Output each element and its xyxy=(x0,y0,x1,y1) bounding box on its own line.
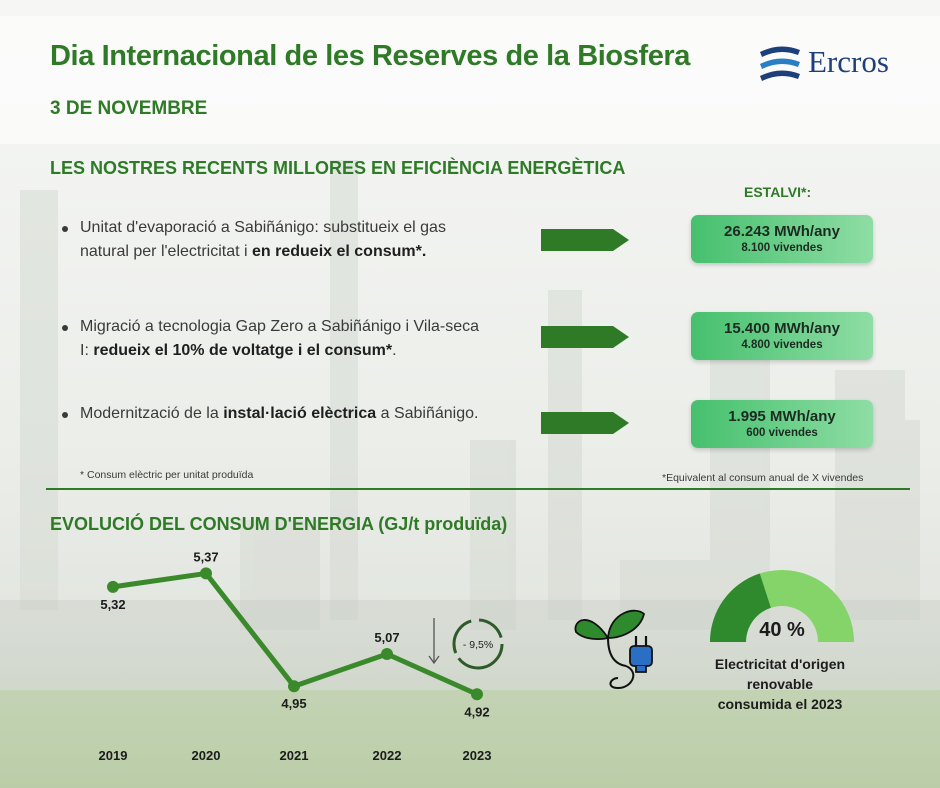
section-divider xyxy=(46,488,910,490)
renewable-percent: 40 % xyxy=(759,619,805,641)
renewable-caption: Electricitat d'origen renovable consumid… xyxy=(700,654,860,714)
eco-plug-icon xyxy=(574,609,653,690)
data-point xyxy=(381,647,393,660)
data-point xyxy=(200,567,212,580)
saving-homes: 600 vivendes xyxy=(746,427,818,439)
bullet-dot xyxy=(62,226,68,232)
improvement-item-1: Unitat d'evaporació a Sabiñánigo: substi… xyxy=(62,216,482,264)
renewable-caption-line: Electricitat d'origen xyxy=(714,656,846,672)
reduction-text: - 9,5% xyxy=(463,639,493,651)
renewable-gauge xyxy=(710,570,854,642)
saving-value: 1.995 MWh/any xyxy=(728,408,836,425)
saving-box-1: 26.243 MWh/any 8.100 vivendes xyxy=(691,215,873,263)
data-label: 4,92 xyxy=(464,704,489,719)
savings-label: ESTALVI*: xyxy=(744,184,812,200)
bullet-dot xyxy=(62,412,68,418)
improvement-item-2: Migració a tecnologia Gap Zero a Sabiñán… xyxy=(62,315,482,363)
footnote-homes: *Equivalent al consum anual de X vivende… xyxy=(662,472,864,484)
date-subtitle: 3 DE NOVEMBRE xyxy=(50,98,208,119)
data-point xyxy=(471,688,483,701)
saving-homes: 8.100 vivendes xyxy=(741,242,823,254)
saving-value: 26.243 MWh/any xyxy=(724,223,840,240)
data-label: 5,32 xyxy=(100,597,125,612)
logo-text: Ercros xyxy=(808,44,889,79)
data-label: 4,95 xyxy=(281,696,306,711)
arrow-right-icon xyxy=(541,229,629,251)
reduction-badge: - 9,5% xyxy=(428,618,504,670)
improvement-text: Migració a tecnologia Gap Zero a Sabiñán… xyxy=(80,318,480,359)
efficiency-heading: LES NOSTRES RECENTS MILLORES EN EFICIÈNC… xyxy=(50,158,626,178)
improvement-text: Unitat d'evaporació a Sabiñánigo: substi… xyxy=(80,219,446,260)
x-tick-label: 2020 xyxy=(192,748,221,763)
footnote-consumption: * Consum elèctric per unitat produïda xyxy=(80,469,254,481)
improvement-text: Modernització de la instal·lació elèctri… xyxy=(80,405,479,422)
saving-value: 15.400 MWh/any xyxy=(724,320,840,337)
renewable-caption-line: renovable xyxy=(746,676,814,692)
ercros-logo: Ercros xyxy=(758,40,908,88)
x-tick-label: 2023 xyxy=(463,748,492,763)
bullet-dot xyxy=(62,325,68,331)
data-label: 5,37 xyxy=(193,549,218,564)
x-tick-label: 2019 xyxy=(99,748,128,763)
improvement-item-3: Modernització de la instal·lació elèctri… xyxy=(62,402,482,426)
arrow-right-icon xyxy=(541,326,629,348)
data-point xyxy=(107,580,119,593)
data-label: 5,07 xyxy=(374,630,399,645)
saving-box-2: 15.400 MWh/any 4.800 vivendes xyxy=(691,312,873,360)
gauge-filled-arc xyxy=(710,573,771,642)
renewable-caption-line: consumida el 2023 xyxy=(717,696,843,712)
x-tick-label: 2021 xyxy=(280,748,309,763)
arrow-right-icon xyxy=(541,412,629,434)
x-tick-label: 2022 xyxy=(373,748,402,763)
saving-homes: 4.800 vivendes xyxy=(741,339,823,351)
ercros-logo-icon xyxy=(760,46,800,81)
badge-circle xyxy=(452,618,504,670)
saving-box-3: 1.995 MWh/any 600 vivendes xyxy=(691,400,873,448)
page-title: Dia Internacional de les Reserves de la … xyxy=(50,40,691,72)
data-point xyxy=(288,680,300,693)
energy-heading: EVOLUCIÓ DEL CONSUM D'ENERGIA (GJ/t prod… xyxy=(50,514,508,534)
down-arrow-head xyxy=(428,655,440,665)
series-line xyxy=(112,570,479,697)
